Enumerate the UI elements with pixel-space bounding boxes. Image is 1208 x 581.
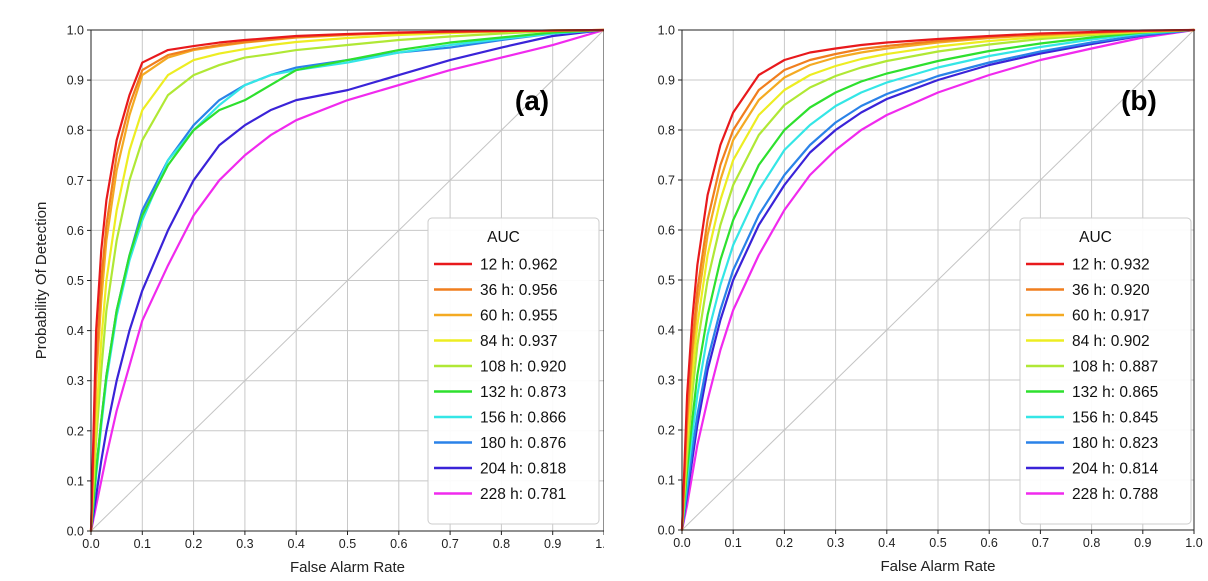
roc-chart-a: 0.0 0.1 0.2 0.3 0.4 0.5 0.6 0.7 0.8 0.9 1.0 0.0 0.1 0… — [33, 24, 604, 576]
chart-b-xlabel: False Alarm Rate — [880, 558, 995, 575]
chart-a-xtick-label: 0.1 — [134, 537, 151, 551]
chart-a-legend-entry: 132 h: 0.873 — [480, 384, 566, 401]
chart-a-series-line-0 — [89, 28, 604, 533]
chart-b-xtick-label: 0.8 — [1083, 536, 1100, 550]
chart-b-xtick-label: 0.3 — [827, 536, 844, 550]
chart-b-series-line-3 — [680, 28, 1196, 532]
chart-b-xtick-label: 0.2 — [776, 536, 793, 550]
chart-a-legend-title: AUC — [487, 229, 520, 246]
chart-a-ytick-label: 0.2 — [67, 424, 84, 438]
chart-b-series-line-5 — [680, 28, 1196, 532]
chart-a-series-line-5 — [89, 28, 604, 533]
chart-b-xtick-label: 0.7 — [1032, 536, 1049, 550]
chart-a-xlabel: False Alarm Rate — [290, 559, 405, 576]
chart-b-legend: AUC 12 h: 0.932 36 h: 0.920 60 h: 0.917 84 h… — [1019, 217, 1192, 525]
chart-a-legend-entry: 156 h: 0.866 — [480, 410, 566, 427]
chart-b-ytick-label: 0.9 — [658, 74, 675, 88]
chart-b-xtick-label: 0.1 — [725, 536, 742, 550]
chart-a-ytick-label: 0.7 — [67, 174, 84, 188]
chart-b-xtick-label: 0.5 — [929, 536, 946, 550]
chart-b-xtick-label: 0.6 — [981, 536, 998, 550]
chart-a-xtick-label: 0.8 — [493, 537, 510, 551]
chart-a-ytick-label: 0.4 — [67, 324, 84, 338]
chart-b-ytick-label: 0.8 — [658, 124, 675, 138]
chart-a-xtick-label: 0.2 — [185, 537, 202, 551]
chart-a-series-line-8 — [89, 28, 604, 533]
chart-a-legend-box — [427, 217, 600, 525]
chart-b-series-line-7 — [680, 28, 1196, 532]
chart-b-legend-entry: 180 h: 0.823 — [1072, 435, 1158, 452]
chart-b-series-line-9 — [680, 28, 1196, 532]
chart-a-xtick-label: 1.0 — [595, 537, 604, 551]
chart-a-ytick-label: 0.0 — [67, 525, 84, 539]
chart-b-ytick-label: 0.6 — [658, 224, 675, 238]
chart-a-ylabel: Probability Of Detection — [33, 202, 50, 360]
chart-a-ytick-label: 0.9 — [67, 74, 84, 88]
chart-b-series-line-8 — [680, 28, 1196, 532]
chart-b-diagonal-reference — [681, 29, 1195, 531]
chart-b-ytick-label: 0.4 — [658, 324, 675, 338]
chart-a-xtick-label: 0.0 — [82, 537, 99, 551]
chart-b-series-line-0 — [680, 28, 1196, 532]
chart-b-legend-entry: 156 h: 0.845 — [1072, 410, 1158, 427]
chart-a-xtick-label: 0.7 — [441, 537, 458, 551]
chart-a-panel-label: (a) — [515, 85, 549, 116]
chart-b-xtick-label: 1.0 — [1185, 536, 1202, 550]
chart-b-legend-entry: 84 h: 0.902 — [1072, 333, 1150, 350]
chart-b-ytick-label: 0.0 — [658, 524, 675, 538]
chart-b-ytick-label: 0.7 — [658, 174, 675, 188]
chart-a-ytick-label: 0.1 — [67, 474, 84, 488]
chart-b-ytick-label: 0.5 — [658, 274, 675, 288]
chart-b-ytick-label: 0.3 — [658, 374, 675, 388]
roc-chart-b-svg: 0.0 0.1 0.2 0.3 0.4 0.5 0.6 0.7 0.8 0.9 1.0 0.0 0.1 0… — [658, 24, 1203, 576]
chart-a-ytick-label: 0.8 — [67, 124, 84, 138]
chart-b-ytick-label: 0.1 — [658, 474, 675, 488]
chart-a-legend-entry: 228 h: 0.781 — [480, 486, 566, 503]
chart-b-xtick-label: 0.0 — [673, 536, 690, 550]
chart-a-ytick-label: 0.3 — [67, 374, 84, 388]
chart-b-legend-entry: 60 h: 0.917 — [1072, 308, 1150, 325]
chart-a-legend-entry: 204 h: 0.818 — [480, 461, 566, 478]
chart-a-xtick-label: 0.5 — [339, 537, 356, 551]
chart-a-series-line-4 — [89, 28, 604, 533]
chart-b-series-group — [680, 28, 1196, 532]
chart-a-xtick-label: 0.4 — [288, 537, 305, 551]
chart-b-series-line-4 — [680, 28, 1196, 532]
chart-b-xtick-label: 0.9 — [1134, 536, 1151, 550]
chart-b-legend-entry: 228 h: 0.788 — [1072, 486, 1158, 503]
chart-b-legend-entry: 132 h: 0.865 — [1072, 384, 1158, 401]
chart-a-series-line-9 — [89, 28, 604, 533]
chart-a-legend: AUC 12 h: 0.962 36 h: 0.956 60 h: 0.955 84 h… — [427, 217, 600, 525]
chart-b-legend-title: AUC — [1079, 229, 1112, 246]
chart-a-ytick-label: 1.0 — [67, 24, 84, 38]
chart-a-legend-entry: 60 h: 0.955 — [480, 308, 558, 325]
chart-b-series-line-6 — [680, 28, 1196, 532]
chart-b-ytick-label: 0.2 — [658, 424, 675, 438]
chart-a-xtick-label: 0.3 — [236, 537, 253, 551]
chart-a-ytick-label: 0.5 — [67, 274, 84, 288]
chart-a-legend-entry: 180 h: 0.876 — [480, 435, 566, 452]
chart-b-panel-label: (b) — [1121, 85, 1157, 116]
chart-a-ytick-label: 0.6 — [67, 224, 84, 238]
chart-a-legend-entry: 84 h: 0.937 — [480, 333, 558, 350]
chart-b-legend-box — [1019, 217, 1192, 525]
chart-a-legend-entry: 108 h: 0.920 — [480, 359, 567, 376]
chart-b-legend-entry: 12 h: 0.932 — [1072, 257, 1150, 274]
chart-b-ytick-label: 1.0 — [658, 24, 675, 38]
chart-b-legend-entry: 108 h: 0.887 — [1072, 359, 1158, 376]
roc-chart-b: 0.0 0.1 0.2 0.3 0.4 0.5 0.6 0.7 0.8 0.9 1.0 0.0 0.1 0… — [604, 0, 1208, 581]
chart-a-legend-entry: 12 h: 0.962 — [480, 257, 558, 274]
chart-a-xtick-label: 0.9 — [544, 537, 561, 551]
chart-b-legend-entry: 36 h: 0.920 — [1072, 282, 1150, 299]
chart-a-legend-entry: 36 h: 0.956 — [480, 282, 558, 299]
chart-a-xtick-label: 0.6 — [390, 537, 407, 551]
roc-chart-a-svg: 0.0 0.1 0.2 0.3 0.4 0.5 0.6 0.7 0.8 0.9 1.0 0.0 0.1 0… — [33, 24, 604, 576]
chart-b-xtick-label: 0.4 — [878, 536, 895, 550]
chart-a-diagonal-reference — [90, 29, 604, 532]
chart-b-legend-entry: 204 h: 0.814 — [1072, 461, 1159, 478]
chart-a-series-group — [89, 28, 604, 533]
